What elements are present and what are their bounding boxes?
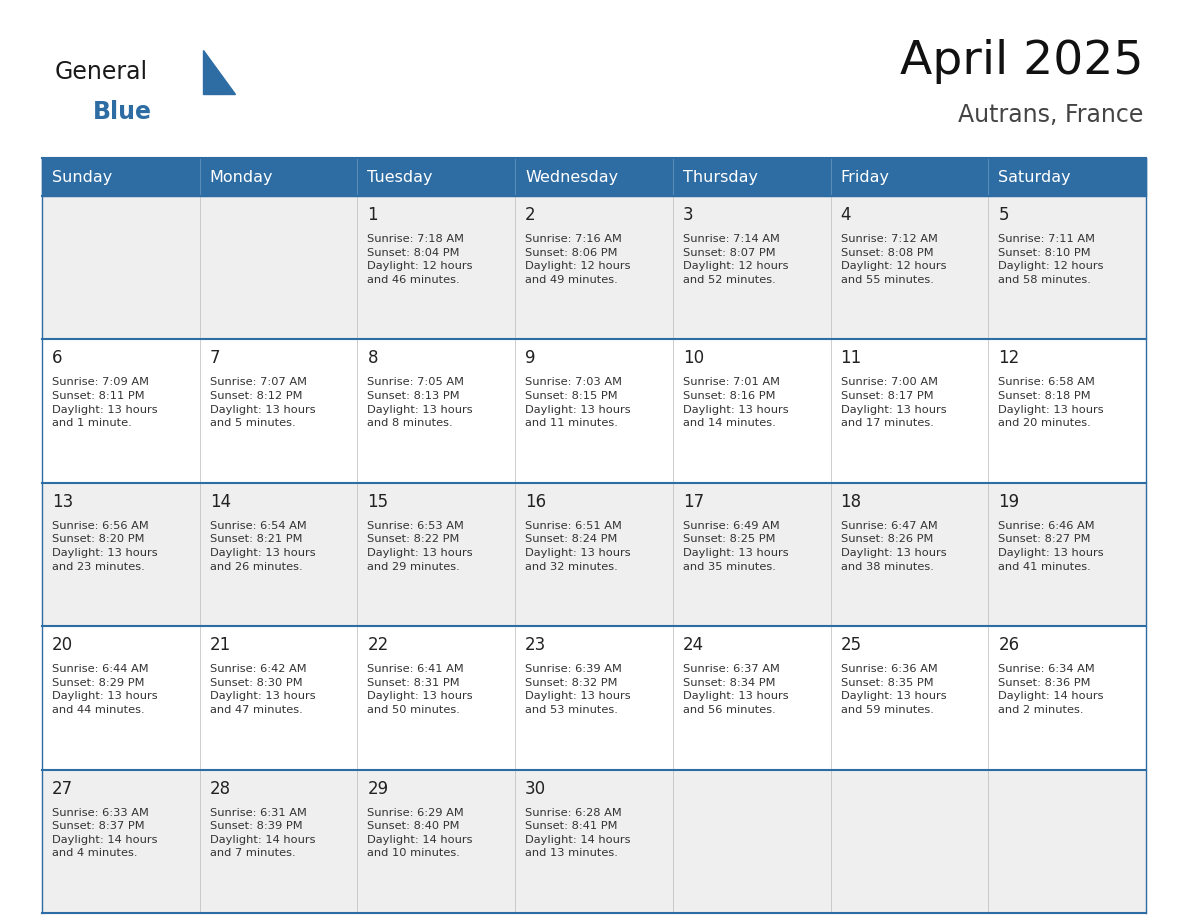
Text: Sunrise: 7:18 AM
Sunset: 8:04 PM
Daylight: 12 hours
and 46 minutes.: Sunrise: 7:18 AM Sunset: 8:04 PM Dayligh…	[367, 234, 473, 285]
Text: 26: 26	[998, 636, 1019, 655]
Text: Thursday: Thursday	[683, 170, 758, 185]
Text: 30: 30	[525, 779, 546, 798]
Text: 19: 19	[998, 493, 1019, 510]
Text: Sunrise: 6:34 AM
Sunset: 8:36 PM
Daylight: 14 hours
and 2 minutes.: Sunrise: 6:34 AM Sunset: 8:36 PM Dayligh…	[998, 665, 1104, 715]
Text: Sunrise: 6:51 AM
Sunset: 8:24 PM
Daylight: 13 hours
and 32 minutes.: Sunrise: 6:51 AM Sunset: 8:24 PM Dayligh…	[525, 521, 631, 572]
Text: 5: 5	[998, 206, 1009, 224]
Text: Sunrise: 6:28 AM
Sunset: 8:41 PM
Daylight: 14 hours
and 13 minutes.: Sunrise: 6:28 AM Sunset: 8:41 PM Dayligh…	[525, 808, 631, 858]
Text: Sunrise: 7:03 AM
Sunset: 8:15 PM
Daylight: 13 hours
and 11 minutes.: Sunrise: 7:03 AM Sunset: 8:15 PM Dayligh…	[525, 377, 631, 428]
Text: 3: 3	[683, 206, 694, 224]
Text: Sunrise: 6:31 AM
Sunset: 8:39 PM
Daylight: 14 hours
and 7 minutes.: Sunrise: 6:31 AM Sunset: 8:39 PM Dayligh…	[210, 808, 315, 858]
Text: Sunrise: 7:12 AM
Sunset: 8:08 PM
Daylight: 12 hours
and 55 minutes.: Sunrise: 7:12 AM Sunset: 8:08 PM Dayligh…	[841, 234, 946, 285]
Text: 6: 6	[52, 350, 63, 367]
Polygon shape	[203, 50, 235, 94]
Text: Sunrise: 6:54 AM
Sunset: 8:21 PM
Daylight: 13 hours
and 26 minutes.: Sunrise: 6:54 AM Sunset: 8:21 PM Dayligh…	[210, 521, 315, 572]
Text: Sunrise: 6:29 AM
Sunset: 8:40 PM
Daylight: 14 hours
and 10 minutes.: Sunrise: 6:29 AM Sunset: 8:40 PM Dayligh…	[367, 808, 473, 858]
Text: Wednesday: Wednesday	[525, 170, 618, 185]
Bar	[42, 769, 1146, 913]
Text: Sunrise: 7:01 AM
Sunset: 8:16 PM
Daylight: 13 hours
and 14 minutes.: Sunrise: 7:01 AM Sunset: 8:16 PM Dayligh…	[683, 377, 789, 428]
Text: Sunrise: 6:44 AM
Sunset: 8:29 PM
Daylight: 13 hours
and 44 minutes.: Sunrise: 6:44 AM Sunset: 8:29 PM Dayligh…	[52, 665, 158, 715]
Text: Sunrise: 7:11 AM
Sunset: 8:10 PM
Daylight: 12 hours
and 58 minutes.: Sunrise: 7:11 AM Sunset: 8:10 PM Dayligh…	[998, 234, 1104, 285]
Text: Blue: Blue	[93, 100, 152, 124]
Text: 29: 29	[367, 779, 388, 798]
Text: 15: 15	[367, 493, 388, 510]
Text: 2: 2	[525, 206, 536, 224]
Text: Sunrise: 6:58 AM
Sunset: 8:18 PM
Daylight: 13 hours
and 20 minutes.: Sunrise: 6:58 AM Sunset: 8:18 PM Dayligh…	[998, 377, 1104, 428]
Text: Sunrise: 6:47 AM
Sunset: 8:26 PM
Daylight: 13 hours
and 38 minutes.: Sunrise: 6:47 AM Sunset: 8:26 PM Dayligh…	[841, 521, 946, 572]
Text: Sunrise: 7:05 AM
Sunset: 8:13 PM
Daylight: 13 hours
and 8 minutes.: Sunrise: 7:05 AM Sunset: 8:13 PM Dayligh…	[367, 377, 473, 428]
Bar	[42, 158, 1146, 196]
Text: Sunrise: 6:41 AM
Sunset: 8:31 PM
Daylight: 13 hours
and 50 minutes.: Sunrise: 6:41 AM Sunset: 8:31 PM Dayligh…	[367, 665, 473, 715]
Text: Sunrise: 6:37 AM
Sunset: 8:34 PM
Daylight: 13 hours
and 56 minutes.: Sunrise: 6:37 AM Sunset: 8:34 PM Dayligh…	[683, 665, 789, 715]
Text: 27: 27	[52, 779, 74, 798]
Text: 16: 16	[525, 493, 546, 510]
Text: Sunrise: 6:49 AM
Sunset: 8:25 PM
Daylight: 13 hours
and 35 minutes.: Sunrise: 6:49 AM Sunset: 8:25 PM Dayligh…	[683, 521, 789, 572]
Bar	[42, 483, 1146, 626]
Text: General: General	[55, 60, 148, 84]
Text: 1: 1	[367, 206, 378, 224]
Text: Sunrise: 6:46 AM
Sunset: 8:27 PM
Daylight: 13 hours
and 41 minutes.: Sunrise: 6:46 AM Sunset: 8:27 PM Dayligh…	[998, 521, 1104, 572]
Text: 12: 12	[998, 350, 1019, 367]
Text: Sunrise: 7:09 AM
Sunset: 8:11 PM
Daylight: 13 hours
and 1 minute.: Sunrise: 7:09 AM Sunset: 8:11 PM Dayligh…	[52, 377, 158, 428]
Text: Sunrise: 7:14 AM
Sunset: 8:07 PM
Daylight: 12 hours
and 52 minutes.: Sunrise: 7:14 AM Sunset: 8:07 PM Dayligh…	[683, 234, 789, 285]
Bar	[42, 626, 1146, 769]
Text: Sunrise: 6:33 AM
Sunset: 8:37 PM
Daylight: 14 hours
and 4 minutes.: Sunrise: 6:33 AM Sunset: 8:37 PM Dayligh…	[52, 808, 158, 858]
Text: 21: 21	[210, 636, 230, 655]
Text: 11: 11	[841, 350, 861, 367]
Text: 9: 9	[525, 350, 536, 367]
Bar	[42, 340, 1146, 483]
Bar	[42, 196, 1146, 340]
Text: Sunrise: 6:53 AM
Sunset: 8:22 PM
Daylight: 13 hours
and 29 minutes.: Sunrise: 6:53 AM Sunset: 8:22 PM Dayligh…	[367, 521, 473, 572]
Text: Friday: Friday	[841, 170, 890, 185]
Text: Sunrise: 7:16 AM
Sunset: 8:06 PM
Daylight: 12 hours
and 49 minutes.: Sunrise: 7:16 AM Sunset: 8:06 PM Dayligh…	[525, 234, 631, 285]
Text: Autrans, France: Autrans, France	[958, 103, 1143, 127]
Text: 22: 22	[367, 636, 388, 655]
Text: 8: 8	[367, 350, 378, 367]
Text: 14: 14	[210, 493, 230, 510]
Text: 18: 18	[841, 493, 861, 510]
Text: 25: 25	[841, 636, 861, 655]
Text: 17: 17	[683, 493, 704, 510]
Text: 20: 20	[52, 636, 74, 655]
Text: 23: 23	[525, 636, 546, 655]
Text: Sunrise: 7:07 AM
Sunset: 8:12 PM
Daylight: 13 hours
and 5 minutes.: Sunrise: 7:07 AM Sunset: 8:12 PM Dayligh…	[210, 377, 315, 428]
Text: Sunday: Sunday	[52, 170, 112, 185]
Text: Sunrise: 6:42 AM
Sunset: 8:30 PM
Daylight: 13 hours
and 47 minutes.: Sunrise: 6:42 AM Sunset: 8:30 PM Dayligh…	[210, 665, 315, 715]
Text: Tuesday: Tuesday	[367, 170, 432, 185]
Text: April 2025: April 2025	[899, 39, 1143, 84]
Text: Monday: Monday	[210, 170, 273, 185]
Text: 7: 7	[210, 350, 220, 367]
Text: Sunrise: 6:39 AM
Sunset: 8:32 PM
Daylight: 13 hours
and 53 minutes.: Sunrise: 6:39 AM Sunset: 8:32 PM Dayligh…	[525, 665, 631, 715]
Text: 13: 13	[52, 493, 74, 510]
Text: 24: 24	[683, 636, 704, 655]
Text: 28: 28	[210, 779, 230, 798]
Text: 10: 10	[683, 350, 704, 367]
Text: Sunrise: 6:36 AM
Sunset: 8:35 PM
Daylight: 13 hours
and 59 minutes.: Sunrise: 6:36 AM Sunset: 8:35 PM Dayligh…	[841, 665, 946, 715]
Text: 4: 4	[841, 206, 851, 224]
Text: Sunrise: 6:56 AM
Sunset: 8:20 PM
Daylight: 13 hours
and 23 minutes.: Sunrise: 6:56 AM Sunset: 8:20 PM Dayligh…	[52, 521, 158, 572]
Text: Saturday: Saturday	[998, 170, 1070, 185]
Text: Sunrise: 7:00 AM
Sunset: 8:17 PM
Daylight: 13 hours
and 17 minutes.: Sunrise: 7:00 AM Sunset: 8:17 PM Dayligh…	[841, 377, 946, 428]
